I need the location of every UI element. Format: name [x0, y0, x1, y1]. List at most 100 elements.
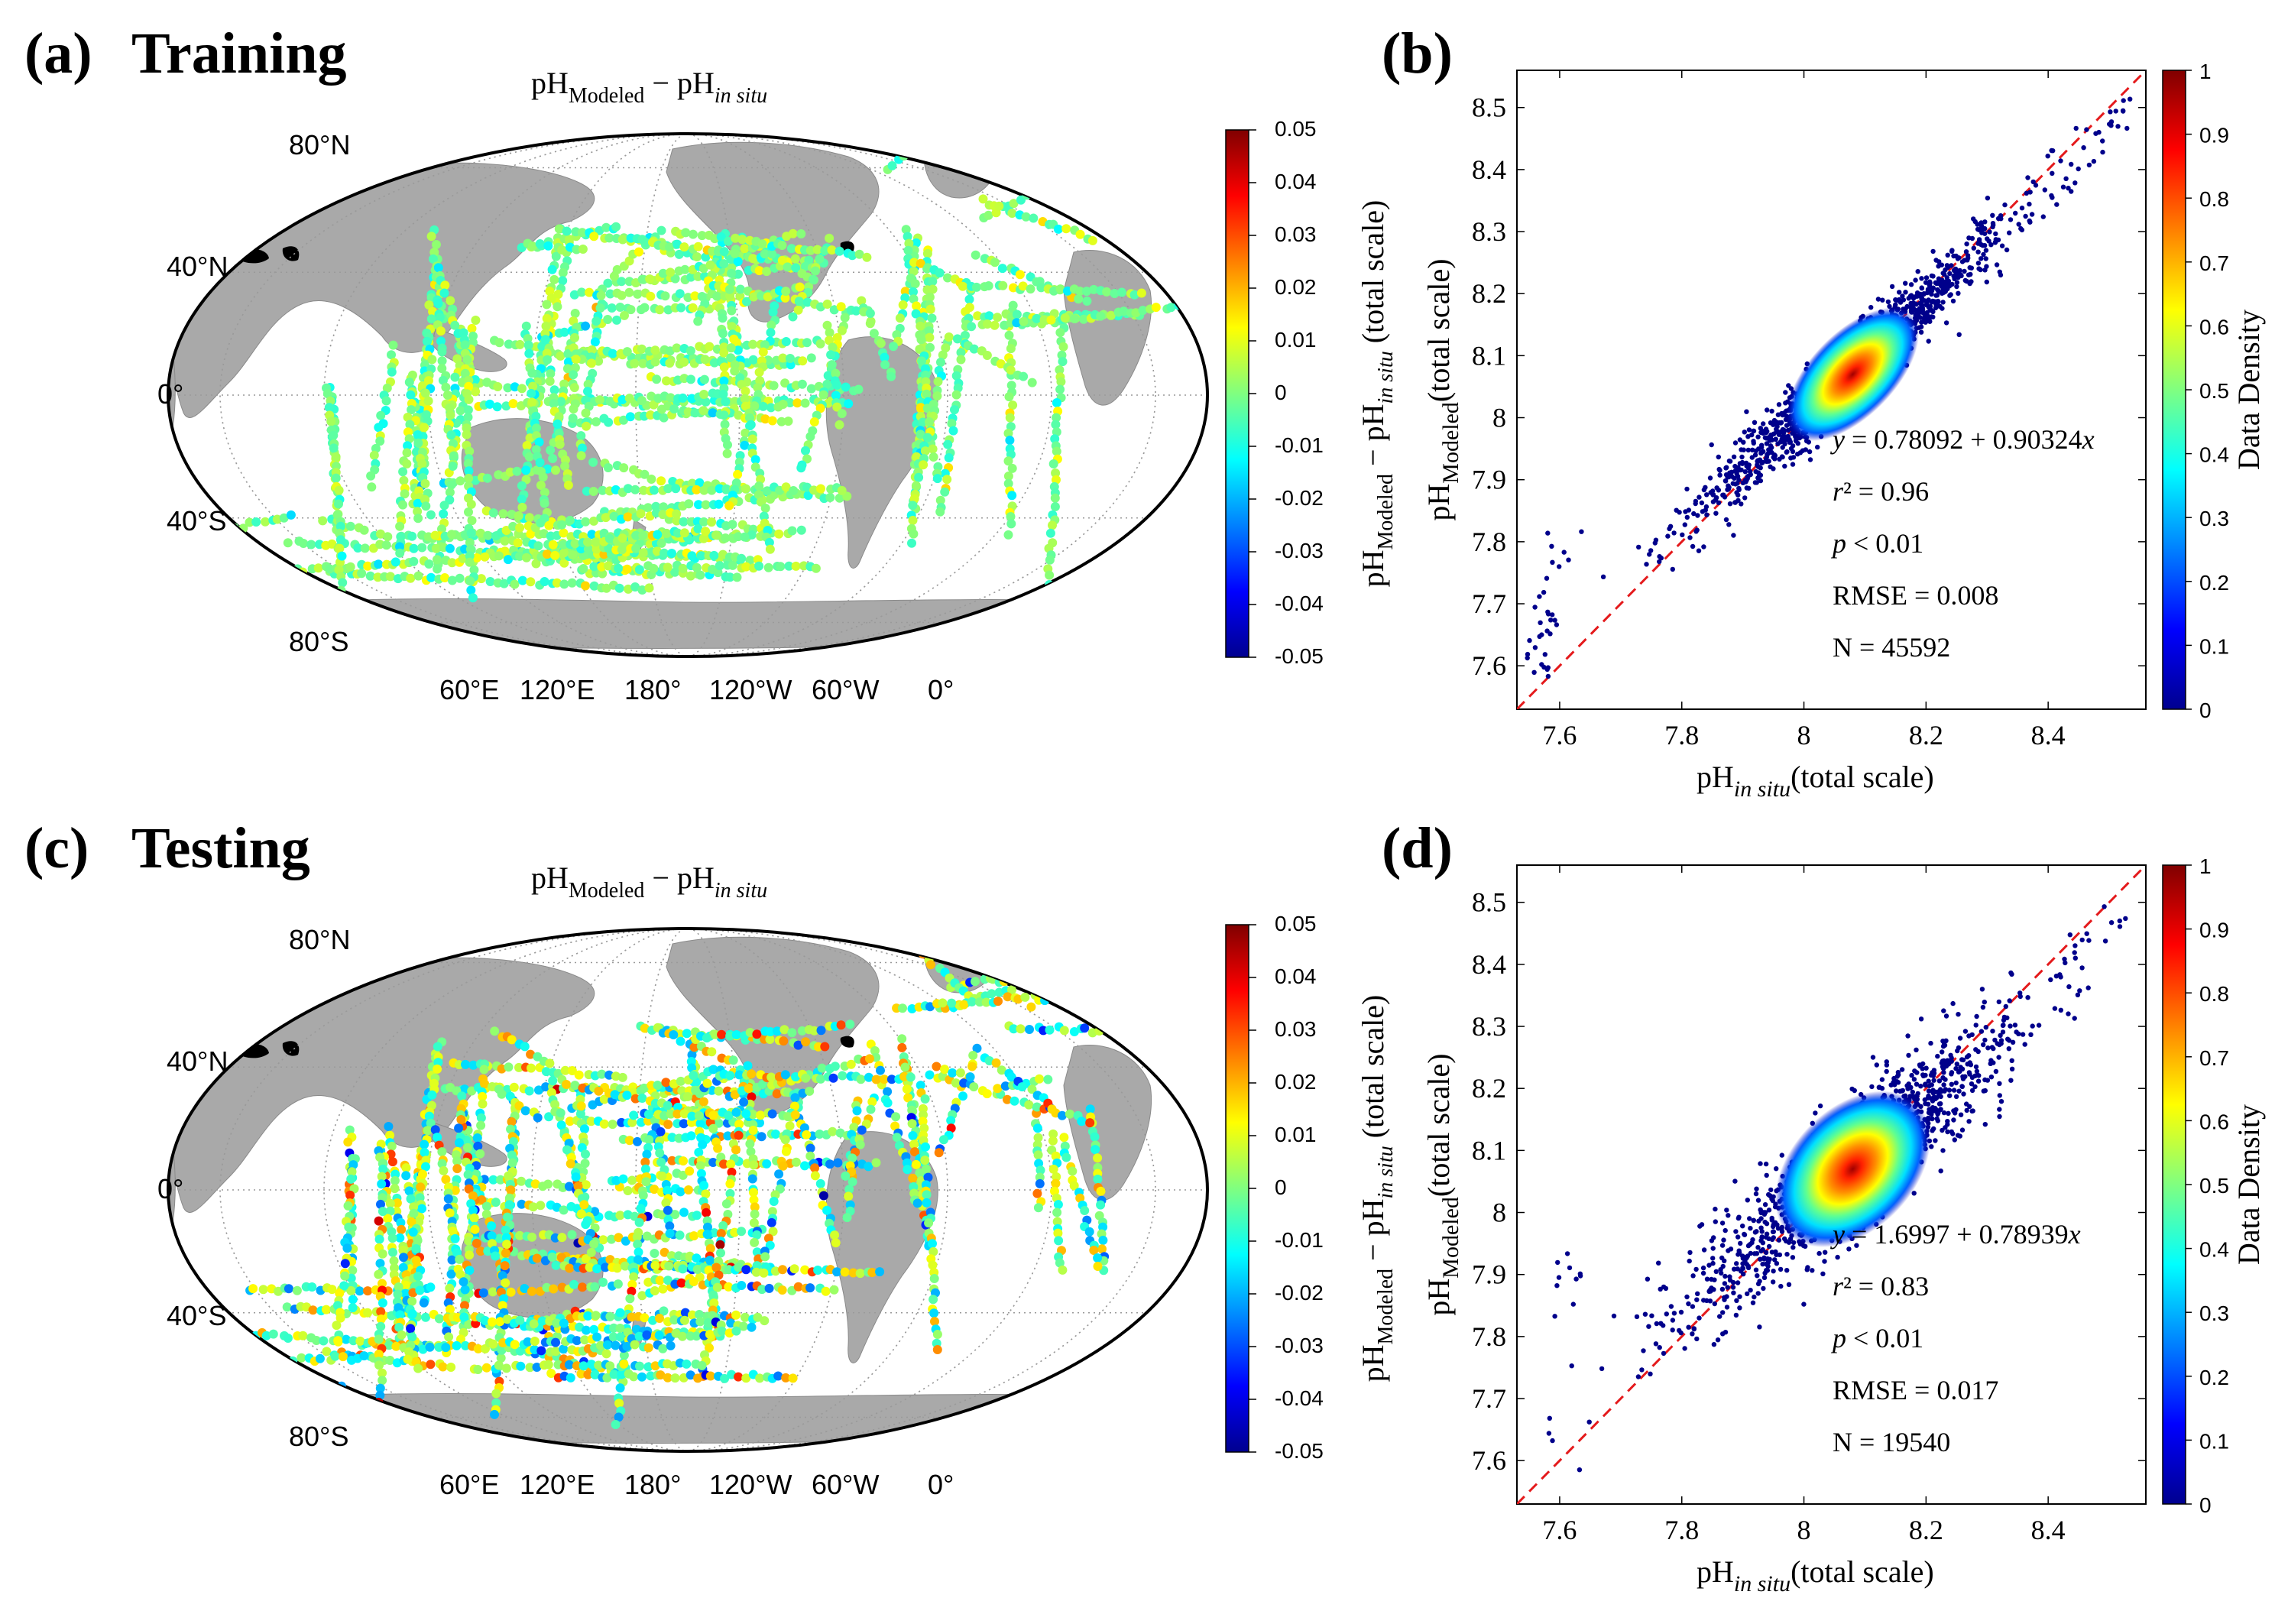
sample-point [951, 390, 961, 400]
sample-point [522, 553, 531, 562]
sample-point [564, 1182, 574, 1191]
sample-point [570, 363, 580, 373]
colorbar-tick: -0.03 [1275, 539, 1324, 562]
sample-point [417, 459, 427, 468]
lon-label: 180° [624, 674, 681, 705]
data-point [1880, 297, 1885, 303]
sample-point [1059, 1133, 1069, 1143]
sample-point [975, 997, 984, 1007]
sample-point [695, 1161, 705, 1171]
sample-point [715, 561, 724, 571]
sample-point [894, 1140, 904, 1150]
sample-point [465, 544, 475, 554]
sample-point [666, 1109, 676, 1119]
sample-point [907, 1105, 917, 1115]
sample-point [578, 564, 588, 573]
sample-point [663, 562, 672, 572]
sample-point [614, 1233, 624, 1243]
map-frame [167, 132, 1209, 658]
sample-point [967, 322, 977, 332]
sample-point [1040, 929, 1050, 934]
sample-point [583, 1311, 593, 1321]
sample-point [946, 1116, 956, 1126]
sample-point [656, 538, 666, 548]
sample-point [375, 1383, 385, 1393]
sample-point [536, 1346, 546, 1356]
sample-point [1053, 1200, 1063, 1210]
sample-point [604, 1070, 614, 1080]
sample-point [340, 1259, 350, 1269]
sample-point [1000, 1081, 1010, 1091]
sample-point [406, 1194, 416, 1204]
sample-point [777, 241, 787, 250]
sample-point [1018, 281, 1028, 291]
sample-point [705, 1343, 714, 1353]
sample-point [286, 510, 296, 520]
sample-point [504, 339, 514, 349]
sample-point [375, 1259, 385, 1269]
sample-point [1060, 1141, 1070, 1151]
sample-point [640, 1313, 650, 1323]
sample-point [776, 417, 786, 426]
sample-point [701, 500, 711, 510]
sample-point [943, 273, 952, 283]
sample-point [984, 210, 993, 220]
sample-point [587, 530, 597, 540]
sample-point [693, 524, 703, 533]
sample-point [527, 388, 536, 398]
sample-point [1155, 958, 1165, 968]
sample-point [1036, 140, 1046, 150]
sample-point [763, 562, 773, 572]
sample-point [680, 1308, 690, 1318]
sample-point [426, 232, 436, 241]
sample-point [617, 277, 627, 287]
sample-point [263, 582, 273, 592]
sample-point [643, 503, 653, 513]
data-point [1716, 454, 1721, 460]
sample-point [685, 571, 695, 581]
sample-point [433, 263, 443, 273]
sample-point [1033, 1203, 1043, 1213]
sample-point [747, 1092, 757, 1102]
sample-point [374, 1360, 384, 1370]
sample-point [1008, 400, 1018, 410]
sample-point [647, 475, 656, 484]
sample-point [594, 1360, 604, 1370]
sample-point [715, 1240, 725, 1250]
sample-point [433, 299, 443, 309]
sample-point [1036, 283, 1046, 293]
sample-point [559, 558, 569, 568]
sample-point [1050, 434, 1060, 444]
sample-point [641, 1177, 651, 1187]
sample-point [705, 1330, 715, 1339]
sample-point [345, 562, 355, 572]
sample-point [1071, 137, 1080, 147]
sample-point [1073, 912, 1082, 921]
sample-point [455, 1254, 465, 1264]
sample-point [446, 430, 456, 440]
sample-point [760, 340, 770, 350]
sample-point [582, 421, 591, 431]
sample-point [699, 517, 708, 527]
sample-point [499, 1294, 509, 1304]
sample-point [639, 485, 649, 495]
sample-point [401, 1171, 411, 1181]
sample-point [779, 1025, 789, 1035]
sample-point [660, 291, 670, 301]
sample-point [854, 249, 864, 259]
sample-point [571, 1172, 581, 1182]
sample-point [852, 1106, 862, 1116]
sample-point [767, 416, 777, 426]
sample-point [793, 305, 803, 315]
sample-point [912, 452, 922, 462]
sample-point [1052, 427, 1061, 437]
sample-point [944, 332, 954, 342]
sample-point [576, 431, 586, 441]
sample-point [796, 463, 806, 473]
sample-point [620, 310, 629, 320]
sample-point [778, 353, 788, 363]
sample-point [426, 1282, 436, 1292]
colorbar-tick: 0.02 [1275, 275, 1317, 299]
sample-point [692, 1211, 702, 1220]
sample-point [564, 1360, 574, 1370]
